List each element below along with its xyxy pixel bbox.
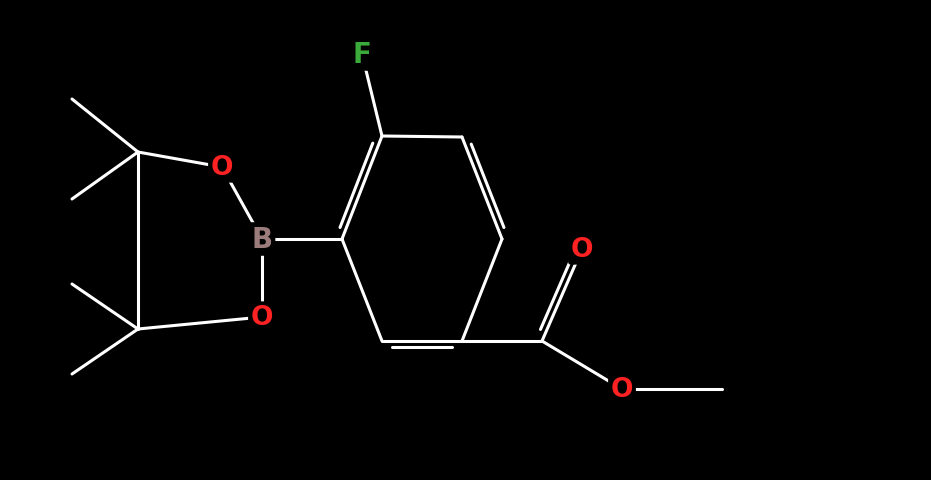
Text: O: O [250,304,274,330]
Text: F: F [353,41,371,69]
Text: B: B [251,226,273,253]
Text: O: O [571,237,593,263]
Text: O: O [210,155,234,180]
Text: O: O [611,376,633,402]
